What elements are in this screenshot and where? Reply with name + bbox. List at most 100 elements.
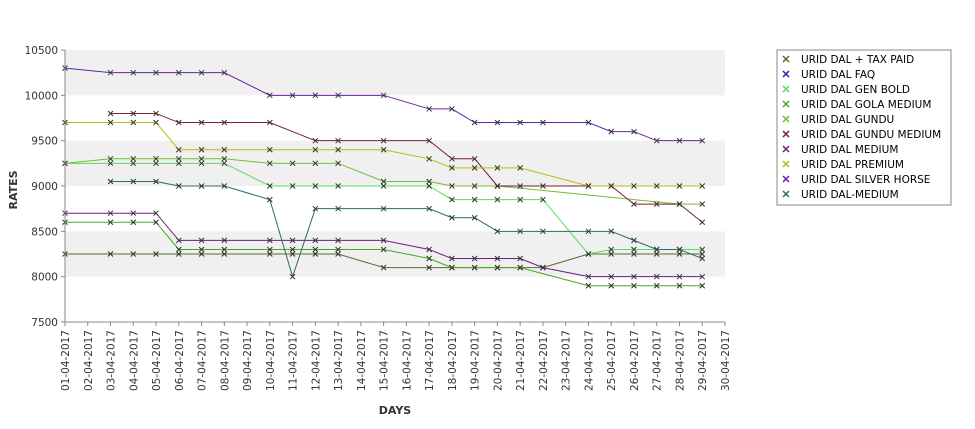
series-layer xyxy=(62,65,706,289)
data-point xyxy=(608,246,615,253)
data-point xyxy=(198,69,205,76)
x-tick-label: 10-04-2017 xyxy=(265,330,277,391)
data-point xyxy=(312,160,319,167)
data-point xyxy=(221,251,228,257)
data-point xyxy=(494,119,501,126)
data-point xyxy=(312,92,319,99)
data-point xyxy=(471,255,478,262)
data-point xyxy=(153,219,159,226)
data-point xyxy=(426,155,432,162)
data-point xyxy=(676,201,683,207)
series-line xyxy=(110,112,703,223)
data-point xyxy=(130,210,137,217)
data-point xyxy=(221,183,228,189)
data-point xyxy=(653,137,660,144)
data-point xyxy=(426,205,432,212)
y-tick-label: 9000 xyxy=(31,181,58,193)
data-point xyxy=(107,119,114,126)
legend-marker xyxy=(782,130,790,138)
series-line xyxy=(65,253,703,269)
data-point xyxy=(221,246,228,253)
data-point xyxy=(266,119,273,126)
data-point xyxy=(426,246,432,253)
x-tick-label: 07-04-2017 xyxy=(197,330,209,391)
data-point xyxy=(540,183,546,189)
y-tick-label: 8000 xyxy=(31,272,58,284)
legend-label: URID DAL GOLA MEDIUM xyxy=(801,99,931,111)
data-point xyxy=(426,106,432,112)
data-point xyxy=(426,178,432,185)
data-point xyxy=(153,155,159,162)
series xyxy=(62,160,706,257)
data-point xyxy=(289,246,296,253)
data-point xyxy=(631,251,637,257)
data-point xyxy=(380,146,387,153)
data-point xyxy=(699,251,706,257)
data-point xyxy=(585,228,592,235)
data-point xyxy=(107,69,114,76)
data-point xyxy=(266,196,273,203)
data-point xyxy=(175,146,182,153)
x-tick-label: 08-04-2017 xyxy=(219,330,231,391)
data-point xyxy=(380,183,387,189)
data-point xyxy=(153,160,159,167)
y-tick-label: 10000 xyxy=(25,90,58,102)
data-point xyxy=(699,201,706,207)
y-tick-label: 10500 xyxy=(25,45,58,57)
data-point xyxy=(608,251,615,257)
data-point xyxy=(312,237,319,244)
data-point xyxy=(631,237,637,244)
data-point xyxy=(676,251,683,257)
data-point xyxy=(266,246,273,253)
x-tick-label: 16-04-2017 xyxy=(401,330,413,391)
data-point xyxy=(699,273,706,280)
data-point xyxy=(198,246,205,253)
x-tick-label: 15-04-2017 xyxy=(379,330,391,391)
data-point xyxy=(426,137,432,144)
data-point xyxy=(335,251,341,257)
data-point xyxy=(540,196,546,203)
x-tick-label: 22-04-2017 xyxy=(538,330,550,391)
data-point xyxy=(471,119,478,126)
data-point xyxy=(266,183,273,189)
data-point xyxy=(517,228,524,235)
x-tick-label: 01-04-2017 xyxy=(60,330,72,391)
data-point xyxy=(449,196,455,203)
y-axis-title: RATES xyxy=(7,170,20,209)
data-point xyxy=(175,160,182,167)
data-point xyxy=(289,237,296,244)
data-point xyxy=(676,137,683,144)
data-point xyxy=(380,237,387,244)
data-point xyxy=(289,160,296,167)
legend-label: URID DAL + TAX PAID xyxy=(801,54,914,66)
legend-marker xyxy=(782,115,790,123)
x-tick-label: 03-04-2017 xyxy=(106,330,118,391)
x-tick-label: 06-04-2017 xyxy=(174,330,186,391)
x-tick-label: 09-04-2017 xyxy=(242,330,254,391)
data-point xyxy=(676,282,683,289)
x-tick-label: 19-04-2017 xyxy=(470,330,482,391)
data-point xyxy=(494,264,501,271)
x-tick-label: 26-04-2017 xyxy=(629,330,641,391)
x-tick-label: 23-04-2017 xyxy=(561,330,573,391)
legend-item: URID DAL SILVER HORSE xyxy=(782,174,930,186)
data-point xyxy=(449,255,455,262)
data-point xyxy=(198,160,205,167)
data-point xyxy=(471,155,478,162)
data-point xyxy=(517,119,524,126)
data-point xyxy=(449,155,455,162)
axes xyxy=(64,50,725,323)
data-point xyxy=(335,137,341,144)
legend-item: URID DAL + TAX PAID xyxy=(782,54,914,66)
data-point xyxy=(198,237,205,244)
series-line xyxy=(64,158,703,205)
data-point xyxy=(198,251,205,257)
legend-item: URID DAL GOLA MEDIUM xyxy=(782,99,931,111)
series xyxy=(62,119,706,189)
data-point xyxy=(494,183,501,189)
y-tick-label: 9500 xyxy=(31,136,58,148)
data-point xyxy=(585,119,592,126)
data-point xyxy=(289,273,296,280)
legend-marker xyxy=(782,160,790,168)
